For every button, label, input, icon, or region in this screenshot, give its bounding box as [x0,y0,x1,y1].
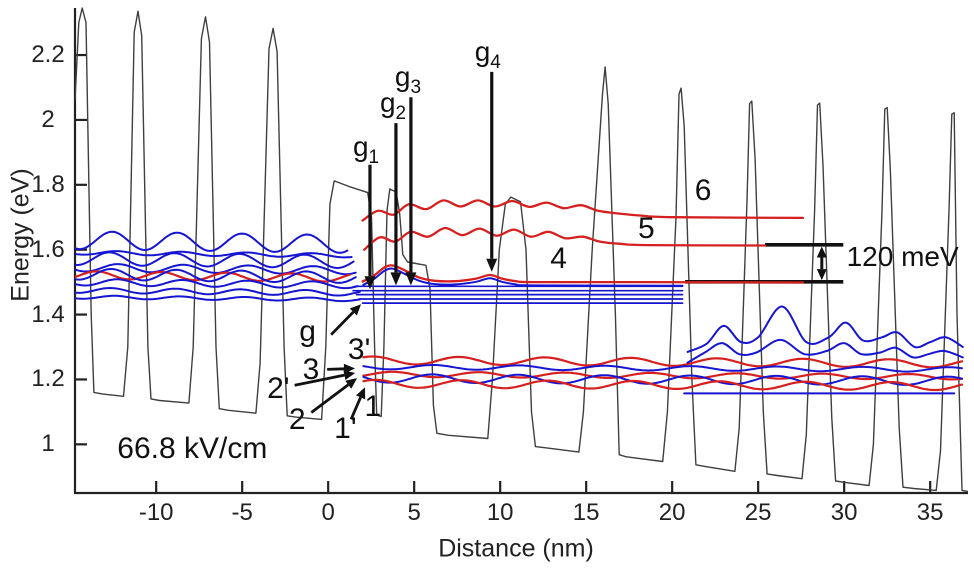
arrow-shaft [327,367,345,371]
state-label-3prime: 3' [347,332,371,366]
x-tick-label: 20 [658,499,686,526]
y-tick-label: 1.4 [31,300,65,328]
arrow-head [356,387,366,400]
arrow-shaft [310,383,350,414]
y-tick-label: 1 [41,430,55,458]
state-label-4: 4 [550,241,567,275]
arrow-head [816,246,827,258]
wavefunction-miniband-upper-3 [75,251,355,270]
state-label-2: 2 [288,403,306,437]
arrow-head [345,378,358,389]
x-tick-label: 5 [407,499,421,526]
bracket-120mev [685,243,844,284]
wavefunction-lower-blue-2 [362,373,963,386]
y-axis-title: Energy (eV) [6,168,35,302]
y-tick-label: 2.2 [31,41,65,69]
arrow-shaft [294,373,345,387]
wavefunction-right-blue-2 [686,338,964,364]
x-tick-label: 10 [486,499,514,526]
state-label-1: 1 [364,390,382,424]
wavefunction-right-blue-1 [686,305,964,353]
y-tick-label: 1.6 [31,235,65,263]
state-label-3: 3 [302,353,320,387]
arrow-head [343,370,356,381]
arrow-shaft [330,311,355,336]
x-tick-label: 0 [321,499,335,526]
wavefunction-level-6-red [361,199,805,222]
wavefunction-lower-red-1 [362,355,964,369]
wavefunction-miniband-upper-8 [75,294,361,303]
state-label-g4: g4 [474,36,501,73]
wavefunction-miniband-upper-4 [75,263,357,276]
wavefunctions [75,199,964,395]
state-label-1prime: 1' [334,412,357,446]
x-tick-label: -10 [138,499,174,526]
wavefunction-miniband-upper-6 [75,278,359,290]
state-label-2prime: 2' [267,371,290,405]
y-tick-label: 2 [41,105,55,133]
potential-profile [75,7,968,493]
x-tick-label: 25 [744,499,772,526]
wavefunction-miniband-upper-5 [75,268,357,284]
potential-curve [75,7,968,493]
state-label-g: g [299,315,316,349]
arrow-head [486,258,498,272]
wavefunction-miniband-upper-7 [75,286,361,297]
arrow-head [349,304,362,316]
arrow-shaft [349,396,362,420]
y-tick-label: 1.8 [31,170,65,198]
wavefunction-lower-red-2 [362,370,964,381]
arrow-head [405,272,417,286]
wavefunction-level-4-red [361,264,805,284]
arrow-head [364,276,376,290]
x-tick-label: 35 [916,499,944,526]
x-tick-label: 30 [830,499,858,526]
axes [73,8,968,495]
wavefunction-lower-blue-1 [362,364,963,373]
wavefunction-miniband-red [75,270,351,283]
x-axis-title: Distance (nm) [438,534,594,563]
wavefunction-miniband-upper-2 [75,250,353,259]
arrow-head [816,269,827,281]
state-label-g3: g3 [394,61,422,98]
wavefunction-lower-red-3 [362,378,964,392]
state-label-6: 6 [694,173,712,207]
wavefunction-miniband-upper-1 [75,230,349,254]
y-tick-label: 1.2 [31,365,65,393]
x-tick-label: -5 [231,499,253,526]
energy-gap-label: 120 meV [846,240,959,272]
x-tick-label: 15 [572,499,600,526]
state-label-5: 5 [638,211,655,245]
electric-field-label: 66.8 kV/cm [117,432,268,466]
state-label-g1: g1 [352,130,380,168]
annotation-arrows [294,71,827,420]
wavefunction-level-4-blue [362,267,684,287]
arrow-head [390,272,402,286]
axis-lines [73,8,968,495]
state-label-g2: g2 [379,87,407,124]
